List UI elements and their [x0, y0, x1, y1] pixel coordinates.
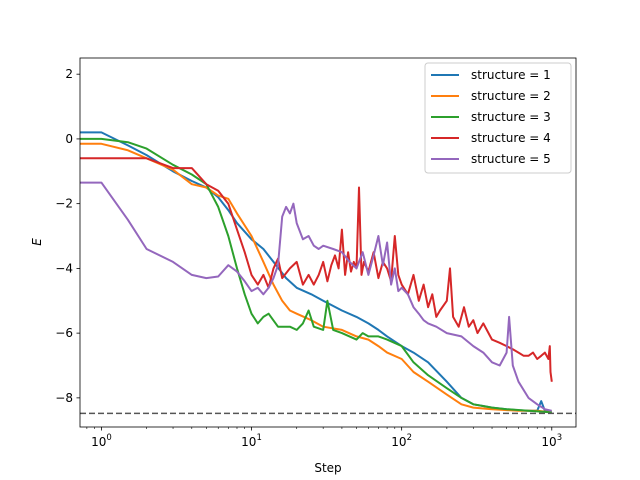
- legend-label-5: structure = 5: [471, 152, 551, 166]
- y-axis-label: E: [30, 238, 44, 246]
- legend-label-4: structure = 4: [471, 131, 551, 145]
- legend-label-3: structure = 3: [471, 110, 551, 124]
- y-tick-label-2: 0: [65, 132, 73, 146]
- legend-label-1: structure = 1: [471, 68, 551, 82]
- y-tick-label-3: −2: [55, 197, 73, 211]
- series-line-3: [80, 137, 552, 414]
- y-tick-label-1: 2: [65, 67, 73, 81]
- y-tick-label-4: −4: [55, 261, 73, 275]
- series-line-4: [80, 157, 553, 382]
- x-axis-label: Step: [314, 461, 341, 475]
- series-layer: [80, 131, 553, 414]
- y-tick-label-6: −8: [55, 391, 73, 405]
- y-axis-ticks: 2 0 −2 −4 −6 −8: [55, 67, 80, 405]
- legend-box: [424, 62, 572, 174]
- plot-frame: [79, 57, 577, 428]
- y-tick-label-5: −6: [55, 326, 73, 340]
- legend: structure = 1 structure = 2 structure = 3 s…: [424, 62, 572, 174]
- legend-label-2: structure = 2: [471, 89, 551, 103]
- series-line-5: [80, 181, 553, 412]
